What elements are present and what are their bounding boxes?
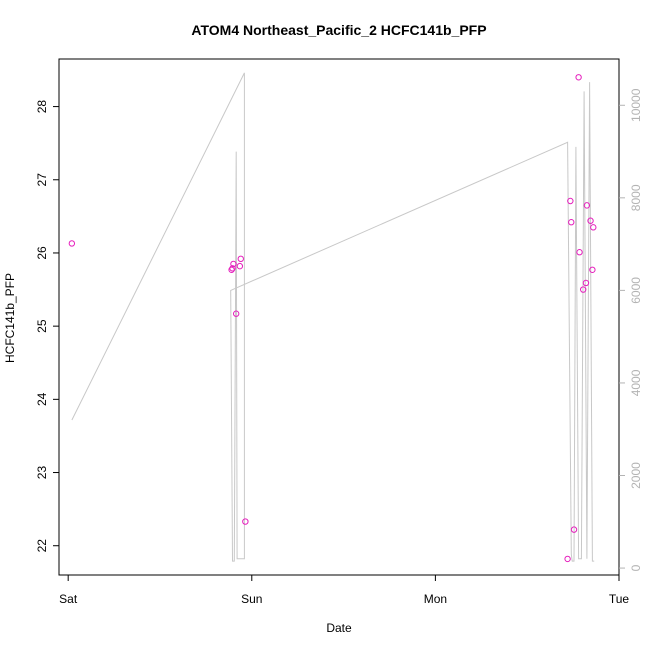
data-point-9: [567, 197, 574, 205]
y-tick-label-4: 26: [35, 246, 49, 260]
y-tick-label-2: 24: [35, 392, 49, 406]
y-tick-label-0: 22: [35, 539, 49, 553]
x-tick-label-2: Mon: [424, 592, 447, 606]
y2-tick-label-3: 6000: [629, 277, 643, 304]
chart-title: ATOM4 Northeast_Pacific_2 HCFC141b_PFP: [191, 22, 486, 38]
y2-tick-label-1: 2000: [629, 462, 643, 489]
y2-tick-label-5: 10000: [629, 88, 643, 122]
data-point-3: [230, 260, 237, 268]
y2-tick-label-4: 8000: [629, 184, 643, 211]
data-point-7: [242, 518, 249, 525]
data-point-10: [568, 219, 575, 226]
y-tick-label-3: 25: [35, 319, 49, 333]
data-point-8: [564, 555, 571, 563]
data-point-1: [228, 266, 235, 273]
y-tick-label-6: 28: [35, 100, 49, 114]
data-point-13: [576, 249, 583, 256]
plot-area: 22 23 24 25 26 27 28 0 2000 4000 6000 8000 10000 Sat S…: [35, 58, 643, 606]
x-axis-label: Date: [326, 621, 352, 635]
data-point-0: [68, 240, 76, 247]
data-point-2: [229, 265, 236, 272]
data-point-16: [583, 202, 591, 209]
data-point-19: [590, 224, 597, 231]
y2-tick-label-2: 4000: [629, 369, 643, 396]
data-point-14: [579, 286, 587, 293]
y-axis-label: HCFC141b_PFP: [3, 273, 17, 363]
data-point-17: [587, 217, 594, 224]
data-point-4: [232, 310, 240, 317]
data-point-18: [589, 266, 596, 273]
data-point-6: [237, 255, 244, 263]
series-line: [71, 72, 595, 562]
data-point-11: [570, 526, 578, 533]
data-point-5: [236, 262, 244, 270]
y2-tick-label-0: 0: [629, 564, 643, 571]
x-tick-label-1: Sun: [241, 592, 262, 606]
x-tick-label-3: Tue: [609, 592, 630, 606]
y-tick-label-1: 23: [35, 466, 49, 480]
plot-frame: [58, 58, 620, 576]
data-point-12: [575, 74, 582, 81]
x-tick-label-0: Sat: [59, 592, 78, 606]
y-tick-label-5: 27: [35, 173, 49, 187]
data-point-15: [582, 279, 590, 287]
